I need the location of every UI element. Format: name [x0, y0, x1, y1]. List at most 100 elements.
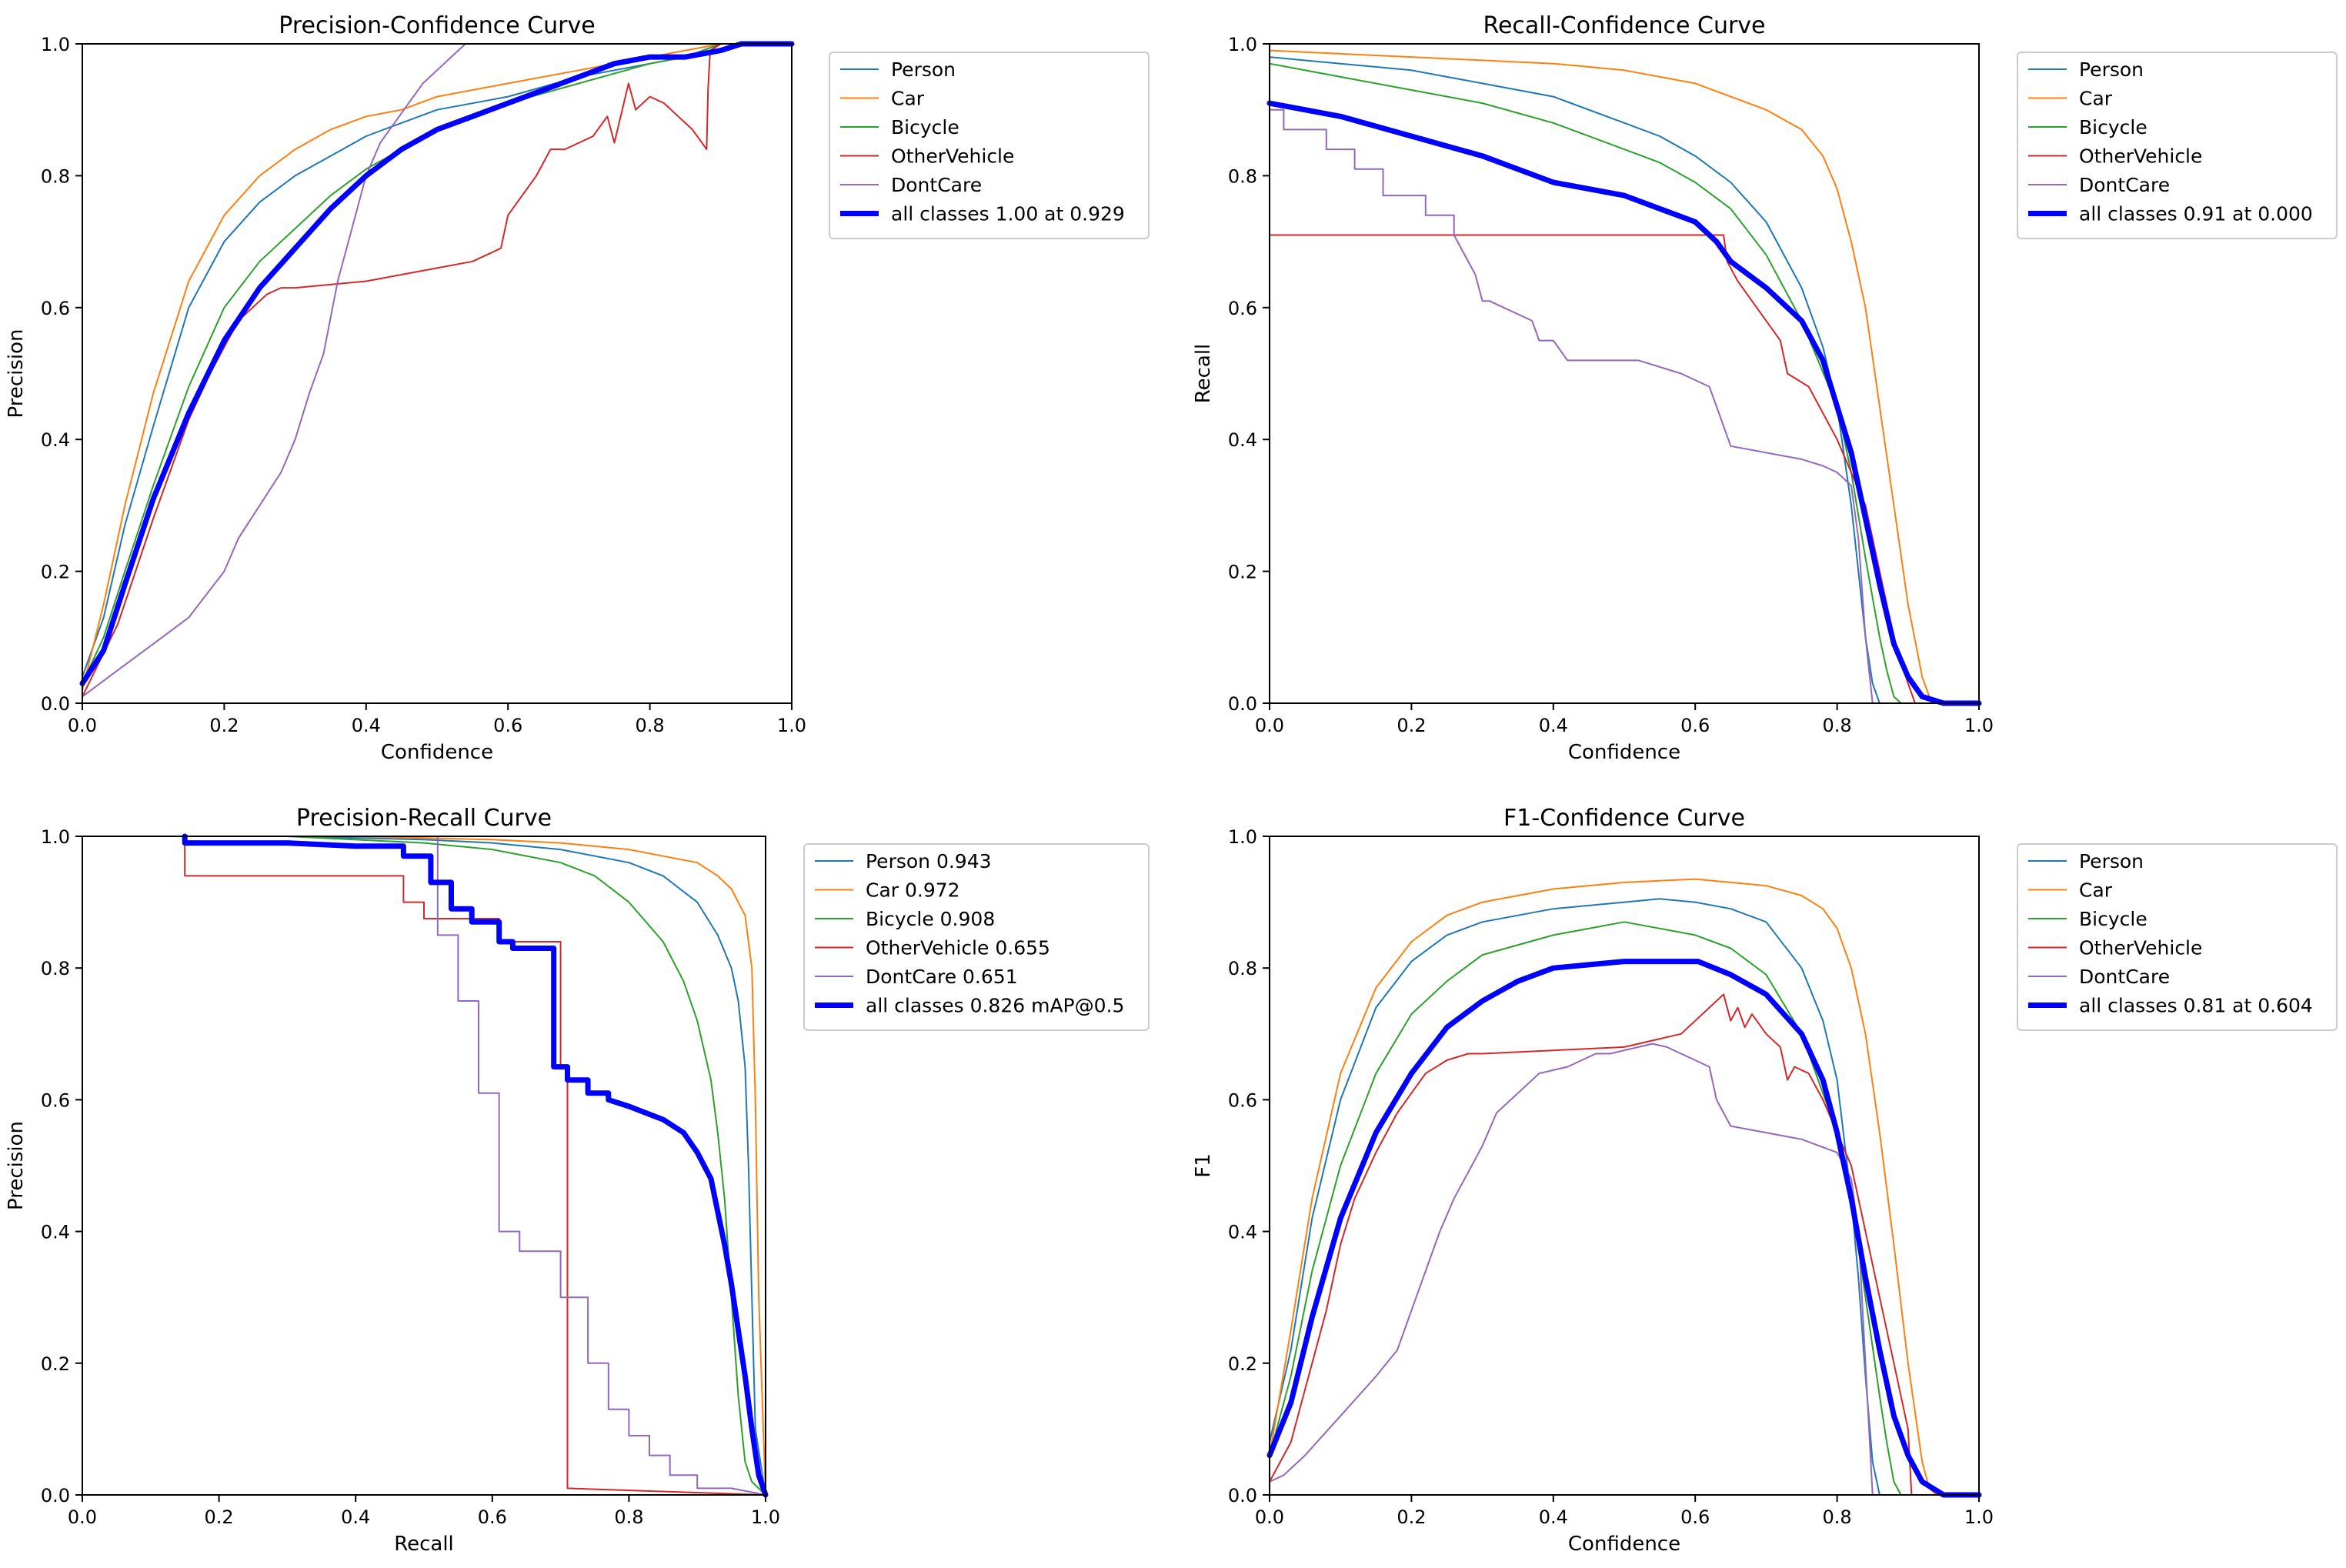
- series-line-dontcare: [82, 43, 466, 698]
- y-axis-label: Recall: [1192, 344, 1215, 404]
- y-tick-label: 0.8: [41, 958, 70, 979]
- legend-label: all classes 0.91 at 0.000: [2079, 203, 2313, 225]
- y-tick-label: 0.8: [41, 165, 70, 187]
- series-line-person: [82, 43, 793, 678]
- y-tick-label: 0.4: [41, 429, 70, 451]
- chart-pc: Precision-Confidence Curve 0.00.0 0.2 0.2 0.…: [5, 12, 1150, 764]
- x-tick-label: 0.2: [209, 715, 239, 736]
- x-tick-label: 0.0: [68, 1506, 97, 1528]
- legend-box: [829, 52, 1150, 239]
- y-tick-label: 0.0: [1228, 1485, 1257, 1506]
- series-line-bicycle: [1269, 921, 1980, 1496]
- x-tick-label: 1.0: [1964, 1506, 1994, 1528]
- x-tick-label: 0.0: [1255, 1506, 1284, 1528]
- y-tick-label: 0.8: [1228, 958, 1257, 979]
- x-tick-label: 0.6: [493, 715, 522, 736]
- legend-label: Car: [891, 88, 925, 110]
- y-tick-label: 0.4: [41, 1222, 70, 1243]
- series-group: [1266, 878, 1982, 1498]
- x-tick-label: 0.6: [478, 1506, 507, 1528]
- chart-pr: Precision-Recall Curve 0.00.0 0.2 0.2 0.4 0.4…: [5, 805, 1150, 1556]
- legend-label: Car: [2079, 88, 2113, 110]
- legend-label: Person: [891, 58, 956, 81]
- series-line-all: [1266, 959, 1982, 1498]
- x-tick-label: 0.4: [352, 715, 381, 736]
- legend-label: Bicycle 0.908: [866, 908, 995, 930]
- series-line-dontcare: [82, 836, 766, 1496]
- legend-label: Car: [2079, 879, 2113, 902]
- y-tick-label: 0.2: [41, 562, 70, 583]
- x-tick-label: 0.2: [205, 1506, 234, 1528]
- x-tick-label: 0.8: [636, 715, 665, 736]
- series-line-person: [82, 836, 766, 1496]
- x-tick-label: 0.4: [1539, 715, 1568, 736]
- series-group: [79, 41, 795, 698]
- y-tick-label: 0.6: [1228, 298, 1257, 319]
- plot-frame: [1269, 43, 1980, 704]
- chart-rc: Recall-Confidence Curve 0.00.0 0.2 0.2 0.4 0.…: [1192, 12, 2338, 764]
- y-tick-label: 1.0: [1228, 826, 1257, 848]
- x-tick-label: 0.4: [341, 1506, 370, 1528]
- y-tick-label: 1.0: [41, 34, 70, 55]
- x-tick-label: 0.4: [1539, 1506, 1568, 1528]
- series-line-person: [1269, 56, 1980, 704]
- y-tick-label: 0.4: [1228, 1222, 1257, 1243]
- legend-label: all classes 0.81 at 0.604: [2079, 995, 2313, 1017]
- y-tick-label: 0.2: [1228, 562, 1257, 583]
- legend-label: OtherVehicle 0.655: [866, 937, 1050, 959]
- legend-label: OtherVehicle: [2079, 145, 2202, 168]
- y-tick-label: 0.0: [41, 693, 70, 715]
- legend-box: [2017, 843, 2338, 1031]
- x-tick-label: 1.0: [777, 715, 806, 736]
- chart-title: Recall-Confidence Curve: [1483, 12, 1765, 39]
- chart-f1: F1-Confidence Curve 0.00.0 0.2 0.2 0.4 0.4 0.6…: [1192, 805, 2338, 1556]
- x-axis-label: Confidence: [381, 741, 493, 764]
- x-tick-label: 0.2: [1397, 1506, 1426, 1528]
- x-tick-label: 0.6: [1680, 1506, 1710, 1528]
- legend-label: OtherVehicle: [2079, 937, 2202, 959]
- series-group: [1266, 49, 1982, 706]
- y-tick-label: 0.0: [1228, 693, 1257, 715]
- legend-label: Bicycle: [2079, 116, 2147, 138]
- series-line-bicycle: [1269, 62, 1980, 704]
- chart-title: Precision-Confidence Curve: [279, 12, 595, 39]
- x-tick-label: 0.0: [1255, 715, 1284, 736]
- series-line-all: [182, 833, 769, 1498]
- legend-label: all classes 0.826 mAP@0.5: [866, 995, 1124, 1017]
- y-tick-label: 1.0: [1228, 34, 1257, 55]
- y-tick-label: 0.6: [41, 1089, 70, 1111]
- series-line-bicycle: [82, 836, 766, 1496]
- y-tick-label: 0.2: [1228, 1353, 1257, 1375]
- series-line-person: [1269, 898, 1980, 1496]
- series-line-dontcare: [1269, 108, 1980, 704]
- x-tick-label: 0.0: [68, 715, 97, 736]
- series-line-othervehicle: [82, 43, 793, 698]
- x-tick-label: 1.0: [1964, 715, 1994, 736]
- y-tick-label: 0.0: [41, 1485, 70, 1506]
- legend: Person 0.943 Car 0.972 Bicycle 0.908 OtherV…: [803, 843, 1150, 1031]
- y-axis-label: Precision: [5, 1121, 28, 1210]
- series-line-all: [1266, 100, 1982, 706]
- series-line-bicycle: [82, 43, 793, 685]
- y-tick-label: 0.8: [1228, 165, 1257, 187]
- legend-label: Person 0.943: [866, 850, 992, 872]
- x-tick-label: 0.6: [1680, 715, 1710, 736]
- y-tick-label: 0.4: [1228, 429, 1257, 451]
- legend-box: [2017, 52, 2338, 239]
- plot-frame: [82, 836, 766, 1496]
- y-axis-label: Precision: [5, 329, 28, 418]
- series-line-othervehicle: [82, 836, 766, 1496]
- x-tick-label: 0.8: [1823, 1506, 1852, 1528]
- y-tick-label: 1.0: [41, 826, 70, 848]
- x-tick-label: 1.0: [751, 1506, 780, 1528]
- series-line-car: [1269, 878, 1980, 1496]
- x-tick-label: 0.8: [614, 1506, 643, 1528]
- series-group: [82, 833, 769, 1498]
- legend: Person Car Bicycle OtherVehicle DontCare all …: [2017, 52, 2338, 239]
- y-axis-label: F1: [1192, 1153, 1215, 1178]
- legend-label: Person: [2079, 850, 2144, 872]
- legend-box: [803, 843, 1150, 1031]
- chart-title: F1-Confidence Curve: [1503, 805, 1745, 832]
- legend-label: Bicycle: [891, 116, 959, 138]
